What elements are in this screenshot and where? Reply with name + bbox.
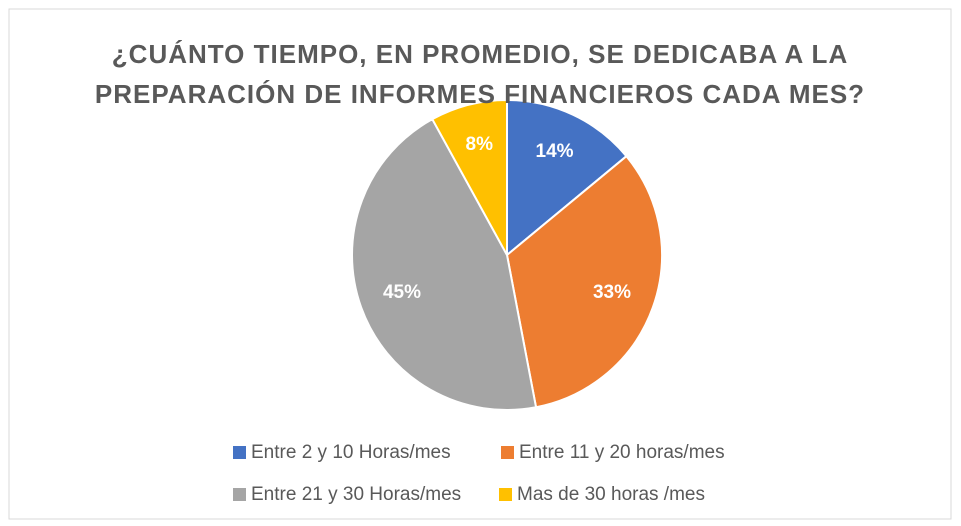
data-label: 45% (383, 282, 421, 303)
legend-label: Entre 11 y 20 horas/mes (519, 442, 725, 463)
legend-swatch (501, 446, 514, 459)
chart-title: ¿CUÁNTO TIEMPO, EN PROMEDIO, SE DEDICABA… (94, 39, 866, 109)
legend-swatch (499, 488, 512, 501)
legend-swatch (233, 446, 246, 459)
data-label: 14% (536, 141, 574, 162)
legend-label: Entre 2 y 10 Horas/mes (251, 442, 451, 463)
pie-slice (430, 98, 508, 256)
pie-slice (351, 117, 538, 411)
legend-swatch (233, 488, 246, 501)
legend-label: Entre 21 y 30 Horas/mes (251, 484, 461, 505)
pie-slice (506, 98, 628, 258)
pie-slice (505, 154, 663, 409)
data-label: 8% (466, 134, 494, 155)
legend-label: Mas de 30 horas /mes (517, 484, 705, 505)
data-label: 33% (593, 282, 631, 303)
